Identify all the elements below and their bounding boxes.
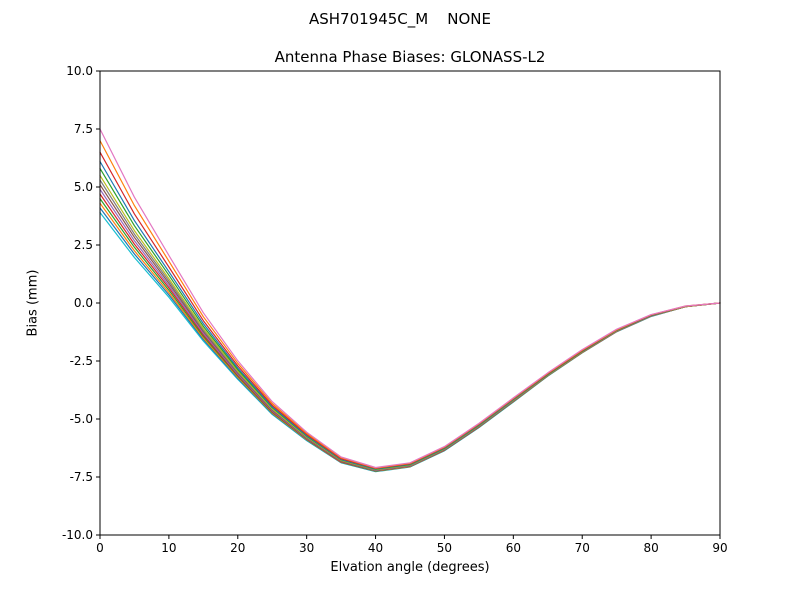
x-axis-label: Elvation angle (degrees) — [330, 560, 490, 575]
y-tick-label: -5.0 — [70, 412, 93, 426]
y-tick-label: 7.5 — [74, 122, 93, 136]
x-tick-label: 40 — [368, 541, 383, 555]
x-tick-label: 30 — [299, 541, 314, 555]
series-line-s14 — [99, 128, 721, 469]
series-line-s06 — [99, 188, 721, 472]
axes-title: Antenna Phase Biases: GLONASS-L2 — [274, 48, 546, 66]
y-tick-label: 10.0 — [66, 64, 93, 78]
y-tick-label: -2.5 — [70, 354, 93, 368]
series-line-s05 — [99, 193, 721, 472]
y-tick-label: -7.5 — [70, 470, 93, 484]
y-tick-label: 5.0 — [74, 180, 93, 194]
x-tick-label: 70 — [575, 541, 590, 555]
x-tick-label: 20 — [230, 541, 245, 555]
x-tick-label: 90 — [712, 541, 727, 555]
series-line-s03 — [99, 202, 721, 472]
y-tick-label: 0.0 — [74, 296, 93, 310]
y-tick-label: -10.0 — [62, 528, 93, 542]
x-tick-label: 50 — [437, 541, 452, 555]
x-tick-label: 60 — [506, 541, 521, 555]
figure-suptitle: ASH701945C_M NONE — [308, 10, 492, 28]
series-line-s04 — [99, 198, 721, 472]
x-tick-label: 80 — [643, 541, 658, 555]
y-tick-label: 2.5 — [74, 238, 93, 252]
series-line-s01 — [99, 211, 721, 473]
x-tick-label: 10 — [161, 541, 176, 555]
series-line-s02 — [99, 207, 721, 472]
x-tick-label: 0 — [96, 541, 104, 555]
